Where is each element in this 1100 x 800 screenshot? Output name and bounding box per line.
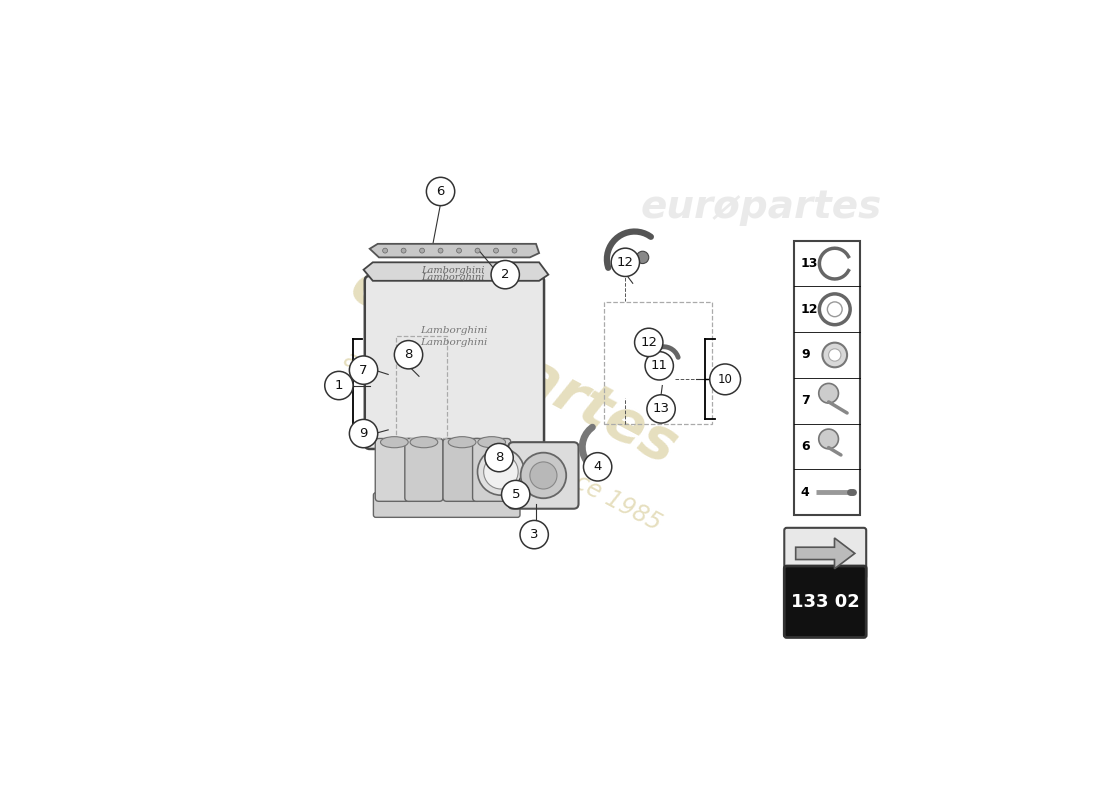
Circle shape: [520, 453, 566, 498]
Text: 12: 12: [801, 302, 818, 316]
Text: 7: 7: [801, 394, 810, 407]
Circle shape: [637, 251, 649, 263]
Circle shape: [828, 349, 840, 361]
Text: eurøpartes: eurøpartes: [341, 257, 688, 478]
Text: 1: 1: [334, 379, 343, 392]
FancyBboxPatch shape: [784, 566, 866, 638]
Text: a passion for parts since 1985: a passion for parts since 1985: [339, 346, 666, 535]
Circle shape: [494, 248, 498, 253]
Text: Lamborghini: Lamborghini: [421, 266, 485, 275]
Text: 13: 13: [801, 257, 818, 270]
Text: Lamborghini: Lamborghini: [420, 326, 487, 334]
Text: 9: 9: [801, 349, 810, 362]
Ellipse shape: [381, 437, 408, 448]
Polygon shape: [363, 262, 548, 281]
Circle shape: [324, 371, 353, 400]
Text: 7: 7: [360, 364, 367, 377]
Polygon shape: [795, 538, 855, 569]
FancyBboxPatch shape: [405, 438, 443, 502]
Circle shape: [477, 448, 525, 495]
Circle shape: [823, 342, 847, 367]
Text: 133 02: 133 02: [791, 593, 859, 610]
Text: 8: 8: [495, 451, 504, 464]
Circle shape: [427, 178, 454, 206]
Text: 8: 8: [405, 348, 412, 362]
Circle shape: [484, 454, 518, 489]
Text: 13: 13: [652, 402, 670, 415]
FancyBboxPatch shape: [443, 438, 481, 502]
Circle shape: [456, 248, 462, 253]
Circle shape: [710, 364, 740, 394]
Text: Lamborghini: Lamborghini: [420, 338, 487, 347]
Circle shape: [438, 248, 443, 253]
Text: 3: 3: [530, 528, 538, 541]
Circle shape: [502, 480, 530, 509]
Text: 11: 11: [651, 359, 668, 372]
Circle shape: [612, 248, 639, 277]
Circle shape: [475, 248, 480, 253]
Circle shape: [818, 429, 838, 449]
Circle shape: [818, 383, 838, 403]
FancyBboxPatch shape: [373, 493, 520, 518]
Circle shape: [583, 453, 612, 481]
Circle shape: [520, 521, 548, 549]
FancyBboxPatch shape: [473, 438, 510, 502]
Circle shape: [383, 248, 387, 253]
Text: 5: 5: [512, 488, 520, 501]
Circle shape: [350, 356, 377, 384]
Circle shape: [394, 341, 422, 369]
Text: eurøpartes: eurøpartes: [640, 188, 881, 226]
FancyBboxPatch shape: [365, 276, 544, 449]
Circle shape: [491, 261, 519, 289]
FancyBboxPatch shape: [375, 438, 414, 502]
Circle shape: [419, 248, 425, 253]
FancyBboxPatch shape: [784, 528, 866, 579]
Circle shape: [485, 443, 514, 472]
Circle shape: [647, 394, 675, 423]
Circle shape: [530, 462, 557, 489]
Polygon shape: [370, 244, 539, 258]
Text: 12: 12: [617, 256, 634, 269]
Text: 6: 6: [801, 440, 810, 453]
Ellipse shape: [449, 437, 476, 448]
Text: 6: 6: [437, 185, 444, 198]
Circle shape: [512, 248, 517, 253]
Text: 4: 4: [801, 486, 810, 498]
FancyBboxPatch shape: [793, 241, 860, 515]
Text: 2: 2: [500, 268, 509, 281]
Text: 4: 4: [593, 460, 602, 474]
Circle shape: [402, 248, 406, 253]
Text: Lamborghini: Lamborghini: [421, 273, 485, 282]
Circle shape: [645, 352, 673, 380]
Ellipse shape: [477, 437, 506, 448]
Text: 10: 10: [717, 373, 733, 386]
FancyBboxPatch shape: [508, 442, 579, 509]
Circle shape: [635, 328, 663, 357]
Ellipse shape: [410, 437, 438, 448]
Text: 9: 9: [360, 427, 367, 440]
Text: 12: 12: [640, 336, 658, 349]
Circle shape: [350, 419, 377, 448]
